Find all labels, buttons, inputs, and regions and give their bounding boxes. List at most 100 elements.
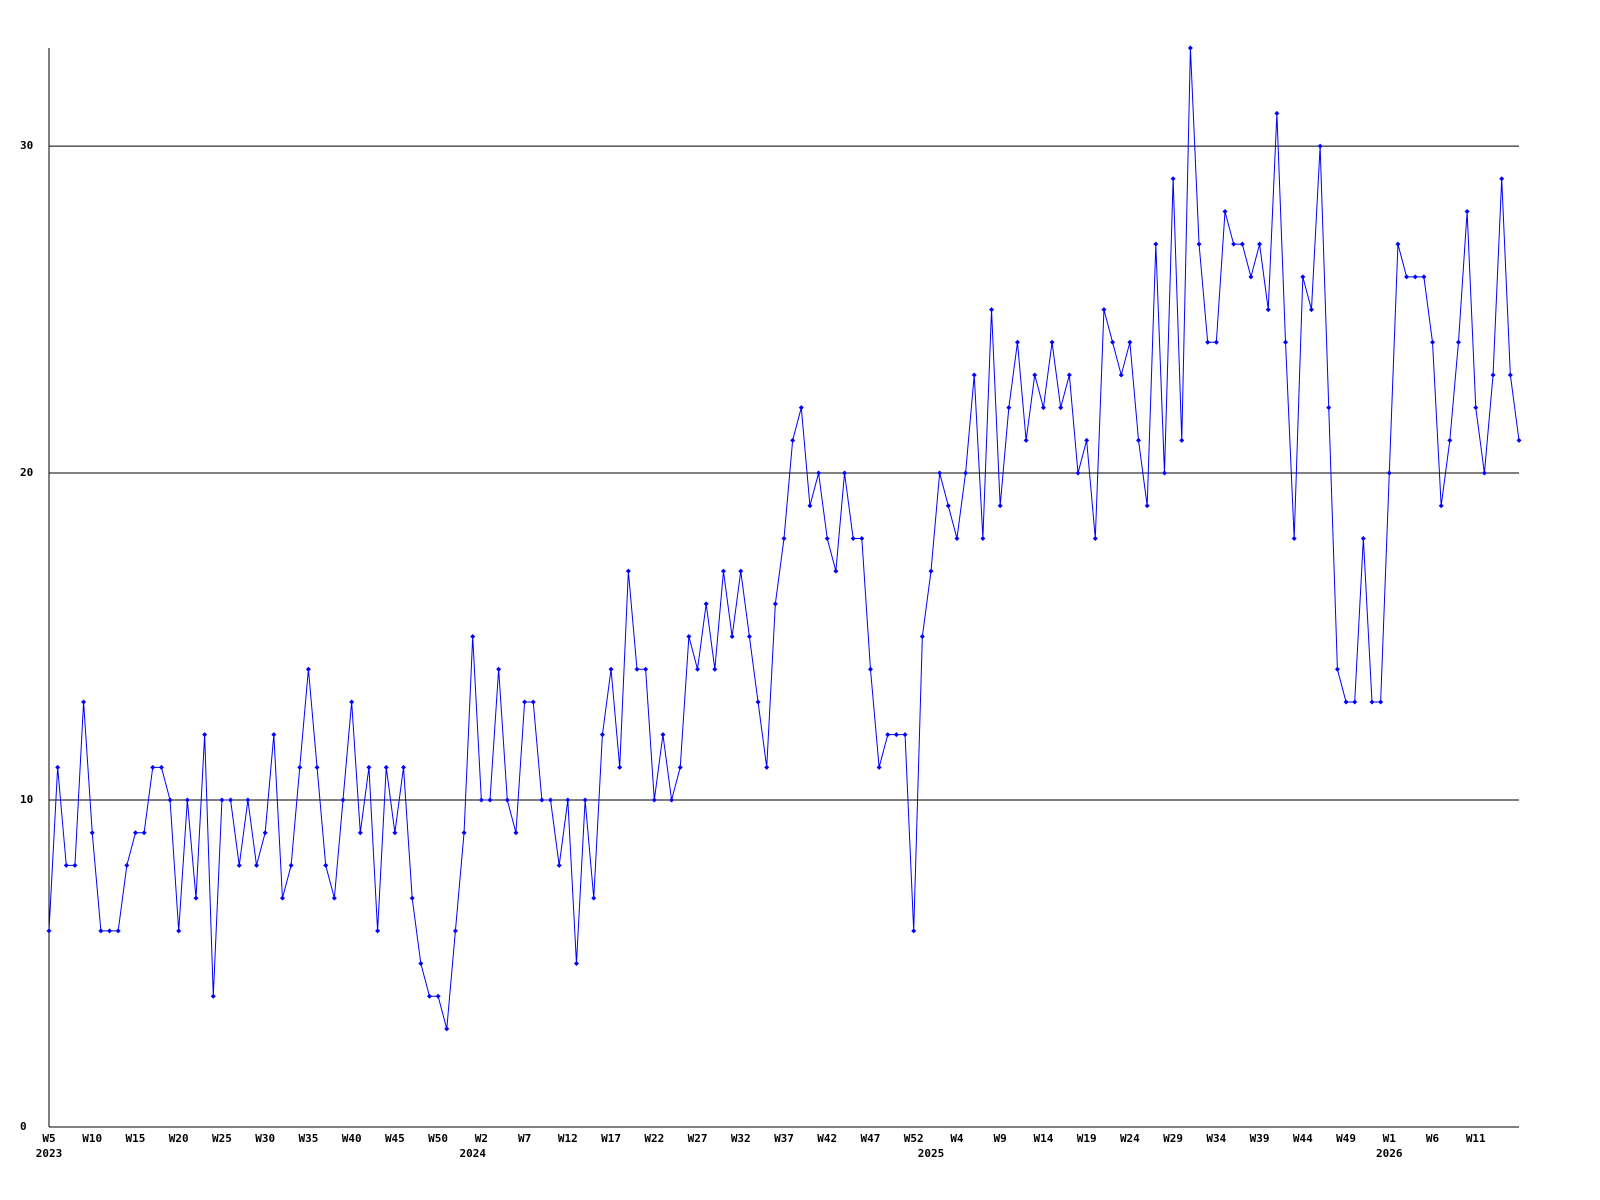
x-tick-label: W19 [1077, 1132, 1097, 1145]
x-tick-label: W22 [644, 1132, 664, 1145]
data-point [539, 797, 545, 803]
data-point [1317, 143, 1323, 149]
data-point [1257, 241, 1263, 247]
x-tick-label: W24 [1120, 1132, 1140, 1145]
data-point [210, 993, 216, 999]
data-point [677, 764, 683, 770]
data-point [1092, 535, 1098, 541]
data-point [720, 568, 726, 574]
data-point [1369, 699, 1375, 705]
x-tick-label: W29 [1163, 1132, 1183, 1145]
data-point [1213, 339, 1219, 345]
data-point [340, 797, 346, 803]
data-point [997, 503, 1003, 509]
data-point [1127, 339, 1133, 345]
x-tick-label: W6 [1426, 1132, 1440, 1145]
data-point [496, 666, 502, 672]
data-point [660, 732, 666, 738]
data-point [1412, 274, 1418, 280]
data-point [297, 764, 303, 770]
x-year-label: 2025 [918, 1147, 945, 1160]
x-tick-label: W37 [774, 1132, 794, 1145]
data-point [401, 764, 407, 770]
data-point [1447, 437, 1453, 443]
x-tick-label: W47 [861, 1132, 881, 1145]
x-tick-label: W39 [1250, 1132, 1270, 1145]
data-point [176, 928, 182, 934]
data-point [262, 830, 268, 836]
data-point [1058, 405, 1064, 411]
data-point [1395, 241, 1401, 247]
data-point [1084, 437, 1090, 443]
data-point [1170, 176, 1176, 182]
data-point [963, 470, 969, 476]
data-point [1404, 274, 1410, 280]
data-point [357, 830, 363, 836]
data-point [1179, 437, 1185, 443]
data-point [323, 862, 329, 868]
x-tick-label: W1 [1383, 1132, 1397, 1145]
data-point [288, 862, 294, 868]
data-point [790, 437, 796, 443]
x-tick-label: W42 [817, 1132, 837, 1145]
data-point [470, 634, 476, 640]
data-point [634, 666, 640, 672]
data-point [798, 405, 804, 411]
data-point [1378, 699, 1384, 705]
data-point [245, 797, 251, 803]
data-point [1231, 241, 1237, 247]
x-tick-label: W25 [212, 1132, 232, 1145]
data-point [409, 895, 415, 901]
data-point [1014, 339, 1020, 345]
data-point [1421, 274, 1427, 280]
data-point [729, 634, 735, 640]
x-tick-label: W45 [385, 1132, 405, 1145]
data-point [1308, 307, 1314, 313]
data-point [107, 928, 113, 934]
x-year-label: 2024 [459, 1147, 486, 1160]
x-tick-label: W11 [1466, 1132, 1486, 1145]
data-point [712, 666, 718, 672]
x-year-label: 2026 [1376, 1147, 1403, 1160]
data-point [72, 862, 78, 868]
data-point [1023, 437, 1029, 443]
x-tick-label: W40 [342, 1132, 362, 1145]
data-point [522, 699, 528, 705]
x-year-label: 2023 [36, 1147, 63, 1160]
x-tick-label: W35 [298, 1132, 318, 1145]
data-point [1101, 307, 1107, 313]
data-point [418, 961, 424, 967]
data-point [573, 961, 579, 967]
data-point [686, 634, 692, 640]
data-point [1248, 274, 1254, 280]
x-tick-label: W12 [558, 1132, 578, 1145]
x-tick-label: W5 [42, 1132, 55, 1145]
data-point [582, 797, 588, 803]
data-point [1006, 405, 1012, 411]
data-point [193, 895, 199, 901]
data-point [893, 732, 899, 738]
data-point [850, 535, 856, 541]
data-point [669, 797, 675, 803]
data-point [1110, 339, 1116, 345]
data-point [608, 666, 614, 672]
data-point [1343, 699, 1349, 705]
data-point [1507, 372, 1513, 378]
data-point [1153, 241, 1159, 247]
y-tick-label: 10 [20, 793, 33, 806]
x-tick-label: W34 [1206, 1132, 1226, 1145]
data-point [764, 764, 770, 770]
data-point [530, 699, 536, 705]
data-point [911, 928, 917, 934]
data-point [124, 862, 130, 868]
data-point [1438, 503, 1444, 509]
data-point [89, 830, 95, 836]
data-point [452, 928, 458, 934]
data-point [504, 797, 510, 803]
data-point [1481, 470, 1487, 476]
data-point [1205, 339, 1211, 345]
data-point [167, 797, 173, 803]
data-point [1075, 470, 1081, 476]
data-point [1291, 535, 1297, 541]
